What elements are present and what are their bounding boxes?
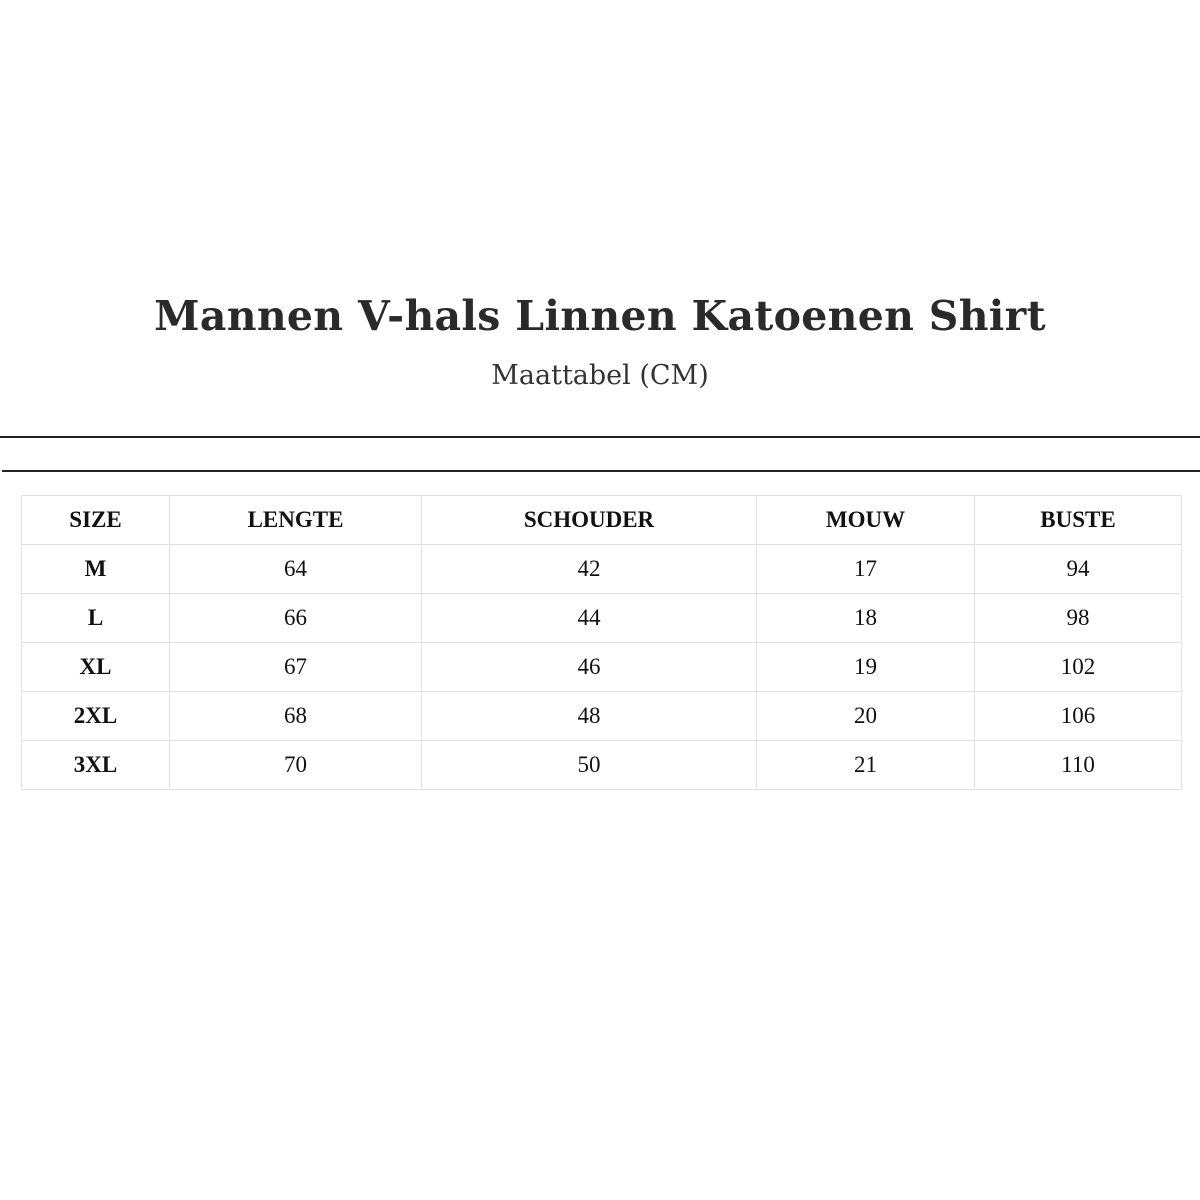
value-cell: 19 (756, 642, 975, 692)
value-cell: 20 (756, 691, 975, 741)
value-cell: 17 (756, 544, 975, 594)
page-subtitle: Maattabel (CM) (491, 360, 709, 391)
divider-top (0, 436, 1200, 438)
value-cell: 18 (756, 593, 975, 643)
size-cell: M (21, 544, 170, 594)
value-cell: 102 (974, 642, 1182, 692)
divider-bottom (2, 470, 1200, 472)
column-header: LENGTE (169, 495, 422, 545)
size-cell: 2XL (21, 691, 170, 741)
value-cell: 106 (974, 691, 1182, 741)
value-cell: 64 (169, 544, 422, 594)
value-cell: 42 (421, 544, 757, 594)
table-row: 3XL 70 50 21 110 (21, 740, 1182, 790)
value-cell: 46 (421, 642, 757, 692)
table-row: XL 67 46 19 102 (21, 642, 1182, 692)
value-cell: 67 (169, 642, 422, 692)
size-table: SIZE LENGTE SCHOUDER MOUW BUSTE M 64 42 17 94 L 66… (21, 495, 1182, 790)
table-header-row: SIZE LENGTE SCHOUDER MOUW BUSTE (21, 495, 1182, 545)
value-cell: 70 (169, 740, 422, 790)
size-cell: XL (21, 642, 170, 692)
page-title: Mannen V-hals Linnen Katoenen Shirt (154, 292, 1046, 340)
table-row: L 66 44 18 98 (21, 593, 1182, 643)
value-cell: 66 (169, 593, 422, 643)
value-cell: 110 (974, 740, 1182, 790)
value-cell: 48 (421, 691, 757, 741)
table-row: 2XL 68 48 20 106 (21, 691, 1182, 741)
table-row: M 64 42 17 94 (21, 544, 1182, 594)
column-header: SCHOUDER (421, 495, 757, 545)
value-cell: 21 (756, 740, 975, 790)
column-header: MOUW (756, 495, 975, 545)
value-cell: 98 (974, 593, 1182, 643)
value-cell: 44 (421, 593, 757, 643)
column-header: BUSTE (974, 495, 1182, 545)
value-cell: 68 (169, 691, 422, 741)
size-cell: L (21, 593, 170, 643)
value-cell: 94 (974, 544, 1182, 594)
value-cell: 50 (421, 740, 757, 790)
column-header: SIZE (21, 495, 170, 545)
size-cell: 3XL (21, 740, 170, 790)
